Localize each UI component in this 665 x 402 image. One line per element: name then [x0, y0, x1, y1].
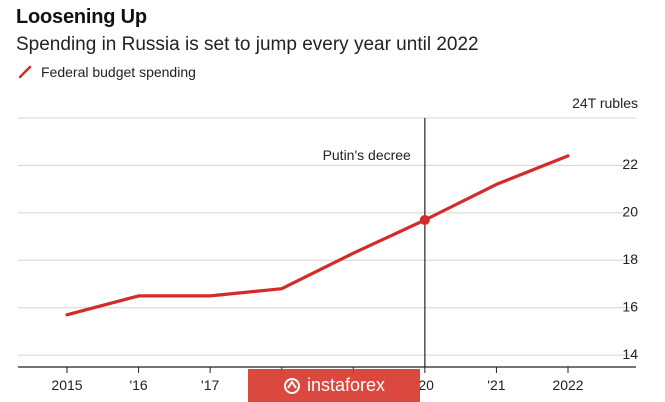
- highlight-point: [419, 214, 430, 225]
- legend-label: Federal budget spending: [41, 64, 196, 80]
- x-tick-label: '20: [416, 377, 434, 393]
- x-tick-label: '17: [201, 377, 219, 393]
- y-tick-label: 16: [622, 298, 638, 314]
- y-axis-label: 24T rubles: [572, 95, 638, 111]
- x-tick-label: '21: [487, 377, 505, 393]
- x-tick-label: 2015: [51, 377, 82, 393]
- legend-swatch-icon: [18, 65, 32, 79]
- x-tick-label: 2022: [552, 377, 583, 393]
- watermark-text: instaforex: [306, 375, 386, 395]
- y-tick-label: 20: [622, 204, 638, 220]
- chart-title: Loosening Up: [16, 6, 147, 28]
- x-tick-label: '16: [129, 377, 147, 393]
- annotation-label: Putin's decree: [323, 147, 411, 163]
- watermark: instaforex: [248, 369, 420, 402]
- y-tick-label: 14: [622, 346, 638, 362]
- series-line: [65, 154, 570, 317]
- chart-subtitle: Spending in Russia is set to jump every …: [16, 34, 479, 55]
- instaforex-logo-icon: [283, 377, 300, 394]
- y-tick-label: 22: [622, 156, 638, 172]
- y-tick-label: 18: [622, 251, 638, 267]
- legend: Federal budget spending: [18, 64, 196, 80]
